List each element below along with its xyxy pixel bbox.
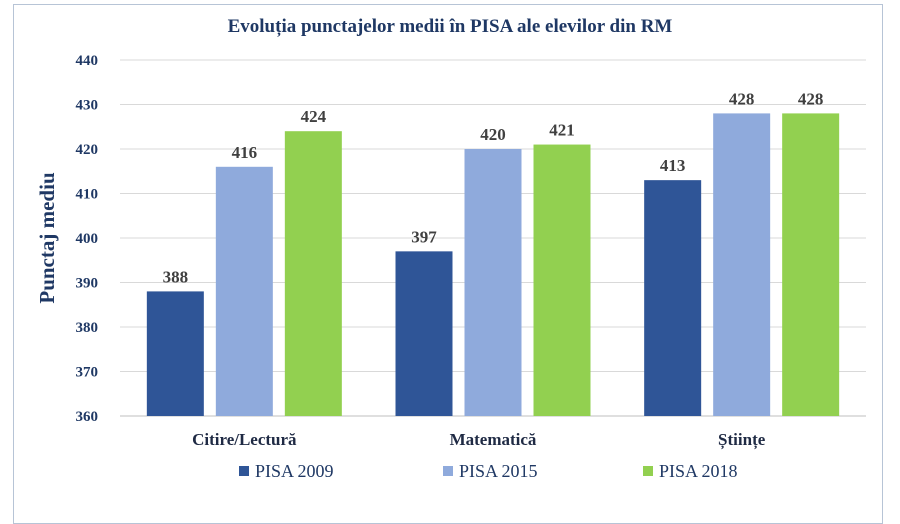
bar-value-label: 424: [301, 107, 327, 126]
data-labels: 388 416 424 397 420 421 413 428 428: [163, 89, 824, 286]
bar: [146, 291, 204, 416]
bars: [146, 113, 840, 417]
y-axis-ticks: 360 370 380 390 400 410 420 430 440: [76, 53, 99, 425]
bar-value-label: 413: [660, 156, 686, 175]
bar-chart: Evoluția punctajelor medii în PISA ale e…: [35, 16, 866, 481]
bar: [284, 131, 342, 416]
bar-value-label: 420: [480, 125, 506, 144]
bar-value-label: 388: [163, 267, 189, 286]
y-tick-label: 440: [76, 53, 99, 69]
y-tick-label: 400: [76, 231, 99, 247]
y-tick-label: 380: [76, 320, 99, 336]
bar-value-label: 421: [549, 121, 575, 140]
x-category-label: Citire/Lectură: [192, 430, 297, 449]
y-tick-label: 410: [76, 187, 99, 203]
bar: [533, 144, 591, 417]
bar: [215, 166, 273, 416]
legend-label: PISA 2018: [659, 461, 738, 481]
y-tick-label: 370: [76, 365, 99, 381]
bar-value-label: 428: [798, 89, 824, 108]
bar: [644, 180, 702, 416]
y-tick-label: 430: [76, 98, 99, 114]
x-axis-categories: Citire/Lectură Matematică Științe: [192, 430, 766, 450]
bar: [395, 251, 453, 416]
y-tick-label: 420: [76, 142, 99, 158]
bar-value-label: 397: [411, 227, 437, 246]
x-category-label: Științe: [718, 430, 766, 450]
bar: [782, 113, 840, 417]
y-tick-label: 390: [76, 276, 99, 292]
legend-swatch: [443, 466, 453, 476]
y-tick-label: 360: [76, 409, 99, 425]
bar-value-label: 428: [729, 89, 755, 108]
legend-swatch: [239, 466, 249, 476]
y-axis-label: Punctaj mediu: [35, 172, 59, 304]
legend-label: PISA 2009: [255, 461, 334, 481]
chart-title: Evoluția punctajelor medii în PISA ale e…: [228, 16, 673, 37]
legend-label: PISA 2015: [459, 461, 538, 481]
bar: [464, 149, 522, 416]
x-category-label: Matematică: [450, 430, 537, 449]
legend-swatch: [643, 466, 653, 476]
legend: PISA 2009 PISA 2015 PISA 2018: [239, 461, 738, 481]
bar: [713, 113, 771, 417]
bar-value-label: 416: [232, 143, 258, 162]
